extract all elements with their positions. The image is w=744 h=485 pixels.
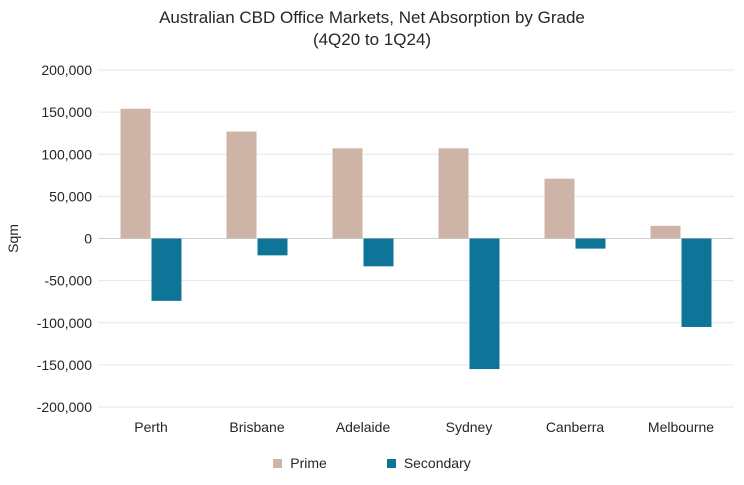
y-tick-label: 0 bbox=[84, 231, 92, 247]
x-tick-label: Sydney bbox=[446, 419, 493, 435]
legend-swatch-secondary bbox=[386, 458, 396, 468]
y-tick-label: -50,000 bbox=[45, 273, 93, 289]
legend-swatch-prime bbox=[273, 458, 283, 468]
legend-label-prime: Prime bbox=[290, 455, 327, 471]
y-axis-label: Sqm bbox=[5, 224, 21, 253]
bar-prime-brisbane bbox=[226, 131, 257, 239]
x-tick-label: Adelaide bbox=[336, 419, 391, 435]
legend-label-secondary: Secondary bbox=[403, 455, 471, 471]
bar-prime-canberra bbox=[544, 178, 575, 239]
bar-prime-adelaide bbox=[332, 148, 363, 239]
bar-prime-melbourne bbox=[650, 225, 681, 239]
y-tick-label: 150,000 bbox=[41, 104, 92, 120]
chart-title: Australian CBD Office Markets, Net Absor… bbox=[159, 8, 585, 27]
x-tick-label: Perth bbox=[134, 419, 167, 435]
chart-legend: Prime Secondary bbox=[0, 455, 744, 471]
y-tick-label: -200,000 bbox=[37, 399, 92, 415]
bar-secondary-perth bbox=[151, 238, 182, 301]
bar-secondary-adelaide bbox=[363, 238, 394, 267]
bar-secondary-melbourne bbox=[681, 238, 712, 327]
x-tick-label: Canberra bbox=[546, 419, 605, 435]
bar-prime-perth bbox=[120, 108, 151, 239]
y-tick-label: 200,000 bbox=[41, 62, 92, 78]
bar-secondary-sydney bbox=[469, 238, 500, 370]
y-tick-label: 50,000 bbox=[49, 188, 92, 204]
legend-item-secondary: Secondary bbox=[386, 455, 471, 471]
y-tick-label: 100,000 bbox=[41, 146, 92, 162]
x-tick-label: Brisbane bbox=[229, 419, 284, 435]
bar-secondary-canberra bbox=[575, 238, 606, 249]
bar-prime-sydney bbox=[438, 148, 469, 239]
x-tick-label: Melbourne bbox=[648, 419, 714, 435]
y-tick-label: -100,000 bbox=[37, 315, 92, 331]
y-tick-label: -150,000 bbox=[37, 357, 92, 373]
bar-secondary-brisbane bbox=[257, 238, 288, 256]
chart-subtitle: (4Q20 to 1Q24) bbox=[312, 30, 432, 49]
legend-item-prime: Prime bbox=[273, 455, 327, 471]
